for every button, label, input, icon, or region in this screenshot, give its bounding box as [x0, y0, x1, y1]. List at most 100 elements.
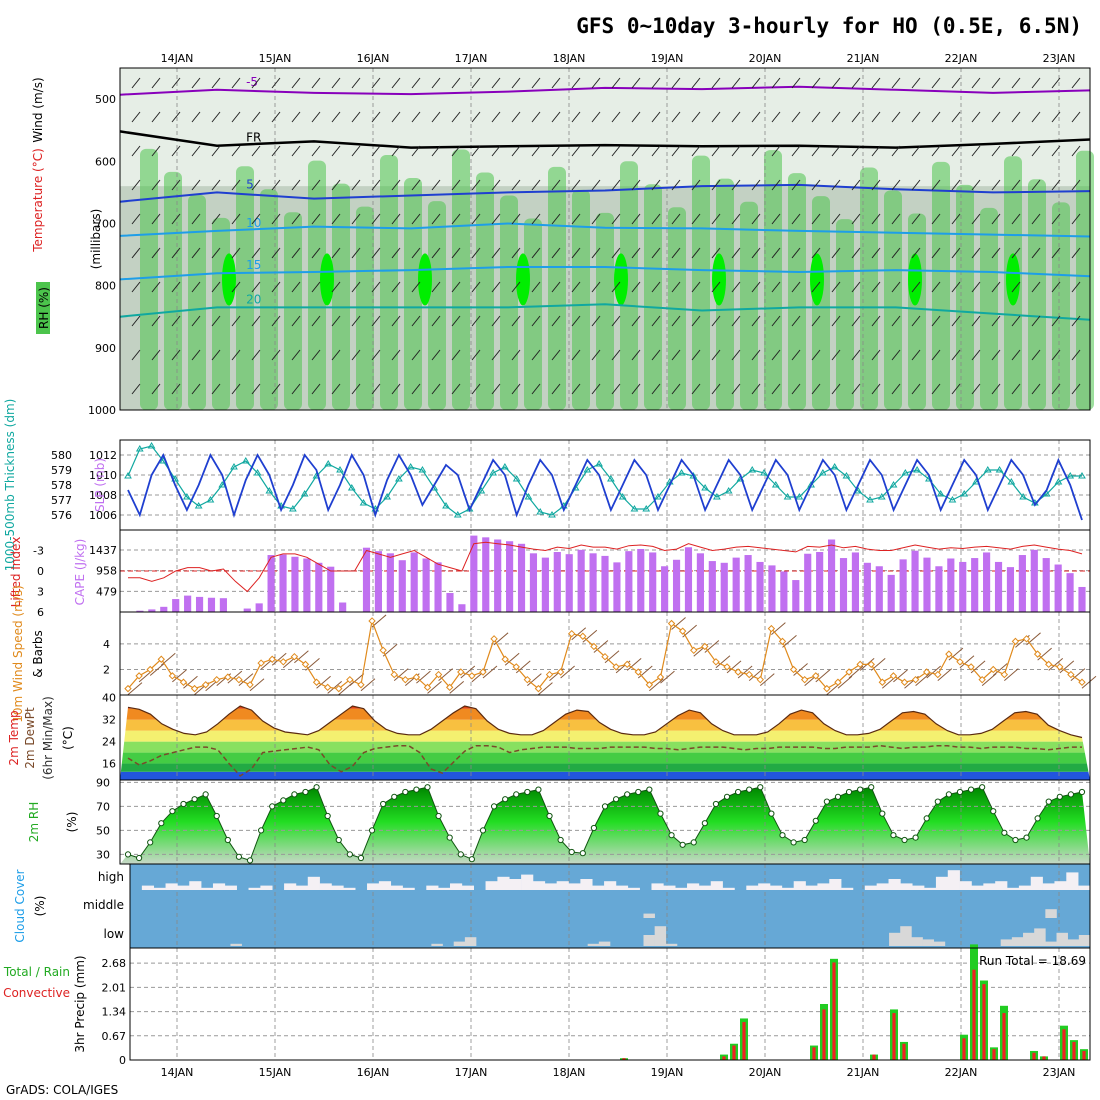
isotherm-FR: [119, 130, 1091, 149]
wind-barb: [631, 111, 641, 123]
surface-wind-barb: [349, 673, 365, 687]
li-tick: -3: [33, 545, 44, 558]
wind-barb: [611, 179, 621, 191]
wind-barb: [171, 349, 181, 361]
wind-barb: [891, 145, 901, 157]
wind-barb: [371, 77, 381, 89]
wind-barb: [191, 247, 201, 259]
wind-barb: [331, 281, 341, 293]
cape-bar: [756, 561, 764, 612]
wind-barb: [731, 383, 741, 395]
cape-bar: [911, 550, 919, 612]
precip-total-legend: Total / Rain: [3, 965, 70, 979]
wind-barb: [551, 247, 561, 259]
wind-speed-point: [512, 663, 520, 671]
temp-tick: 40: [102, 692, 116, 705]
wind-barb: [911, 145, 921, 157]
cloud-high-bar: [402, 887, 415, 890]
rh-point: [735, 788, 742, 796]
wind-barb: [371, 247, 381, 259]
wind-barb: [191, 213, 201, 225]
wind-barb: [391, 349, 401, 361]
wind-barb: [671, 77, 681, 89]
wind-barb: [931, 179, 941, 191]
thickness-point: [983, 466, 992, 473]
wind-barb: [631, 383, 641, 395]
pressure-tick: 800: [95, 280, 116, 293]
wind-barb: [231, 77, 241, 89]
wind-speed-point: [124, 684, 132, 693]
wind-barb: [271, 349, 281, 361]
wind-speed-point: [967, 663, 975, 671]
wind-barb: [711, 111, 721, 123]
cloud-high-bar: [284, 883, 297, 890]
rh-point: [812, 817, 819, 824]
thickness-tick: 578: [51, 479, 72, 492]
rh-point: [135, 854, 143, 862]
wind-barb: [571, 145, 581, 157]
wind-barb: [771, 77, 781, 89]
wind-barb: [471, 77, 481, 89]
rh-saturated-cell: [810, 253, 824, 306]
surface-wind-barb: [504, 652, 520, 666]
wind-barb: [851, 349, 861, 361]
wind-barb: [311, 213, 321, 225]
cloud-high-bar: [983, 883, 996, 890]
wind-barb: [631, 281, 641, 293]
wind-barb: [151, 247, 161, 259]
cloud-high-bar: [378, 881, 392, 890]
cloud-low-bar: [1023, 932, 1035, 946]
wind-barb: [871, 247, 881, 259]
wind-barb: [571, 247, 581, 259]
cloud-high-bar: [947, 870, 960, 890]
wind-barb: [651, 349, 661, 361]
thickness-point: [512, 475, 521, 482]
rh-point: [468, 856, 475, 863]
cloud-high-bar: [1054, 881, 1067, 890]
wind-barb: [831, 281, 841, 293]
slp-axis-label: SLP (mb): [93, 458, 107, 512]
rh-green-cell: [452, 149, 470, 410]
rh-point: [1001, 829, 1008, 836]
rh-point: [180, 800, 187, 808]
wind-barb: [1011, 349, 1021, 361]
cape-bar: [780, 571, 788, 612]
rh-saturated-cell: [222, 253, 236, 306]
cape-bar: [577, 549, 585, 612]
thickness-point: [677, 469, 686, 476]
thickness-point: [171, 475, 179, 482]
temp-tick: 32: [102, 714, 116, 727]
wind-speed-point: [335, 684, 343, 693]
wind-speed-point: [601, 652, 609, 661]
cloud-high-bar: [746, 885, 759, 890]
surface-wind-barb: [915, 673, 930, 687]
wind-barb: [1011, 383, 1021, 395]
wind-speed-point: [867, 660, 875, 669]
wind-barb: [171, 315, 181, 327]
cloud-low-bar: [1045, 941, 1057, 946]
cloud-high-bar: [343, 887, 356, 890]
rh-point: [1045, 798, 1052, 805]
surface-wind-barb: [227, 670, 243, 684]
wind-barb: [971, 77, 981, 89]
rh-saturated-cell: [1006, 253, 1020, 306]
cloud-high-bar: [592, 885, 605, 890]
cape-bar: [947, 558, 955, 612]
date-label-top: 19JAN: [651, 52, 684, 65]
surface-wind-barb: [1081, 675, 1097, 689]
wind-barb: [731, 349, 741, 361]
rh-point: [646, 786, 653, 793]
cape-bar: [291, 556, 299, 612]
wind-barb: [471, 281, 481, 293]
wind-barb: [631, 77, 641, 89]
cape-bar: [684, 547, 693, 612]
rh-green-cell: [212, 217, 230, 410]
wind-barb: [311, 111, 321, 123]
thickness-point: [854, 487, 863, 494]
wind-barb: [871, 281, 881, 293]
wind-barb: [411, 247, 421, 259]
wind-barb: [1031, 383, 1041, 395]
wind-barb: [751, 281, 761, 293]
wind-barb: [611, 349, 621, 361]
wind-barb: [271, 281, 281, 293]
